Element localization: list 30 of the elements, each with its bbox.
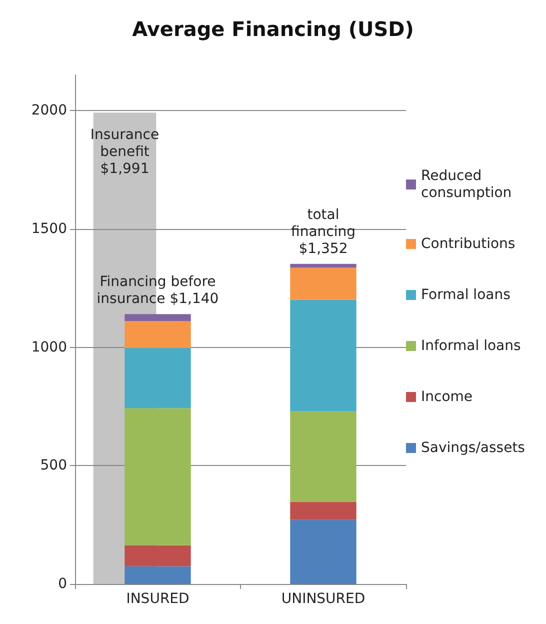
total-label: total financing $1,352 — [290, 206, 356, 258]
bar — [290, 502, 356, 520]
y-tick-label: 1500 — [31, 220, 67, 237]
total-label: Financing before insurance $1,140 — [96, 274, 220, 308]
legend-label: Reduced consumption — [421, 168, 512, 201]
y-tick-label: 2000 — [31, 102, 67, 119]
y-tick-label: 500 — [40, 458, 67, 474]
legend-label: Savings/assets — [421, 440, 525, 456]
y-tick-label: 1000 — [31, 339, 67, 356]
bar — [124, 566, 191, 584]
bar — [124, 314, 191, 321]
bar — [290, 268, 356, 300]
bar — [290, 411, 356, 502]
bar — [124, 408, 191, 546]
bar — [290, 300, 356, 412]
x-tick-label: INSURED — [126, 591, 190, 607]
bar — [290, 520, 356, 584]
legend-label: Income — [421, 389, 473, 405]
legend-label: Informal loans — [421, 338, 521, 354]
y-tick-label: 0 — [58, 576, 67, 592]
legend-label: Formal loans — [421, 287, 510, 303]
series-label: Insurance benefit — [90, 127, 160, 160]
bar — [124, 545, 191, 566]
chart-title: Average Financing (USD) — [132, 17, 414, 41]
bar — [290, 264, 356, 268]
legend-label: Contributions — [421, 236, 516, 252]
bar — [124, 320, 191, 348]
data-label: $1,991 — [100, 161, 150, 178]
x-tick-label: UNINSURED — [281, 591, 366, 607]
bar — [124, 348, 191, 408]
